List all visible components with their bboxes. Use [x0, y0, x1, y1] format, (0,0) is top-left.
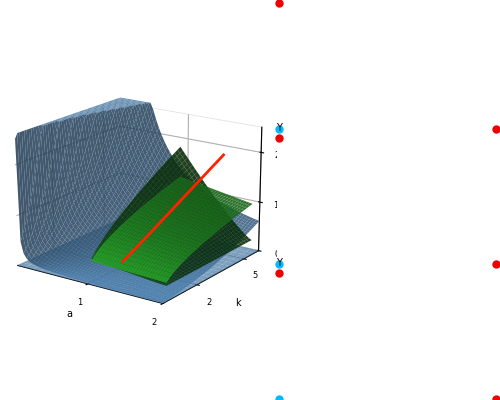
X-axis label: a: a [67, 309, 73, 319]
Y-axis label: k: k [235, 298, 240, 308]
Text: Y: Y [276, 258, 282, 268]
Text: Y: Y [276, 122, 282, 132]
